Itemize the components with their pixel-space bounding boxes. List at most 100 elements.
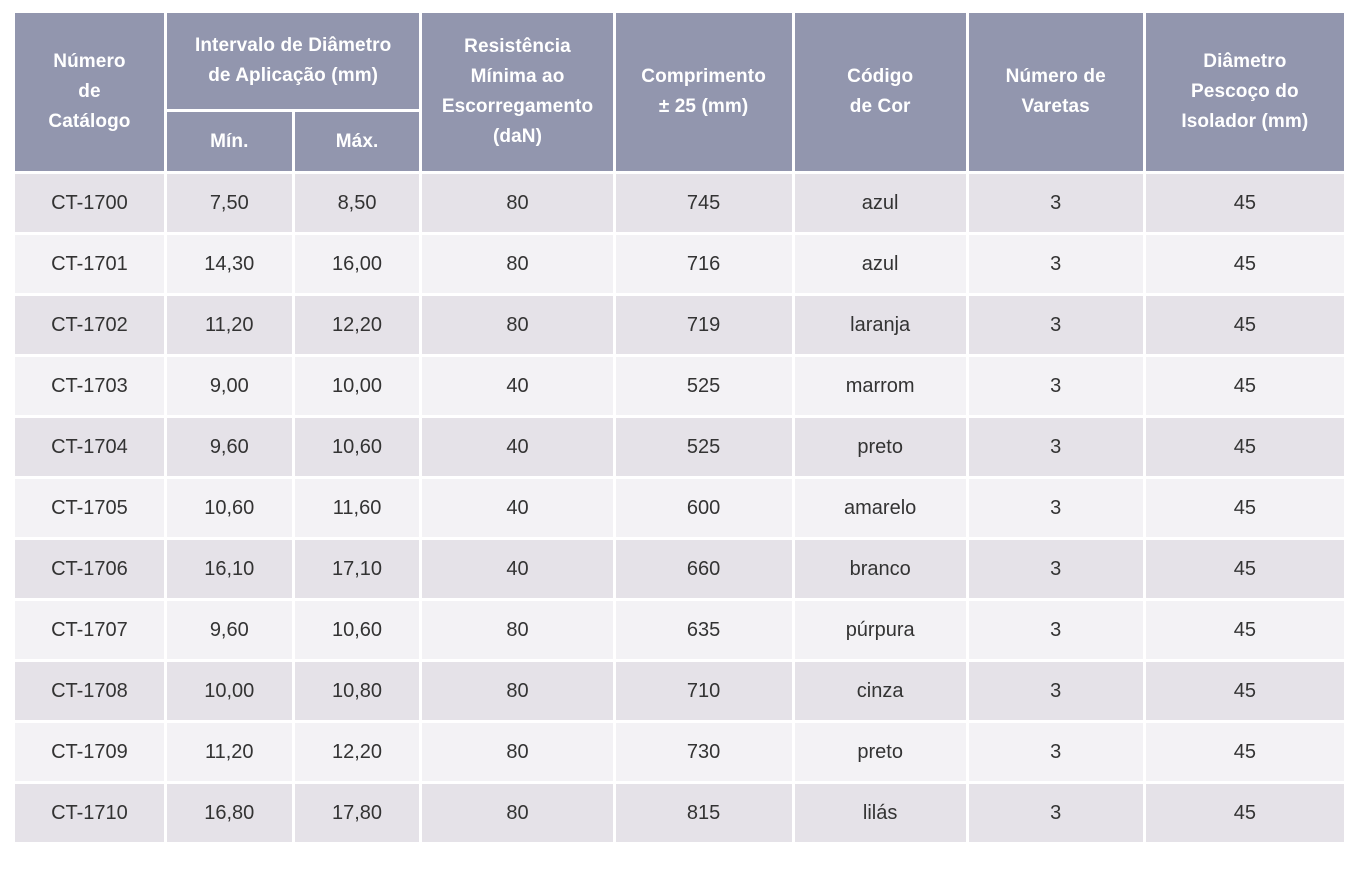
cell-catalog-number: CT-1708	[15, 662, 164, 720]
cell-rod-count: 3	[968, 784, 1143, 842]
cell-neck-diameter: 45	[1145, 540, 1344, 598]
header-length: Comprimento ± 25 (mm)	[615, 13, 792, 171]
table-row: CT-1704 9,60 10,60 40 525 preto 3 45	[15, 418, 1344, 476]
cell-slip-resistance: 80	[422, 723, 613, 781]
cell-min-diameter: 7,50	[166, 174, 292, 232]
table-row: CT-1705 10,60 11,60 40 600 amarelo 3 45	[15, 479, 1344, 537]
cell-neck-diameter: 45	[1145, 235, 1344, 293]
cell-length: 730	[615, 723, 792, 781]
cell-max-diameter: 12,20	[294, 723, 420, 781]
cell-rod-count: 3	[968, 418, 1143, 476]
header-color-code: Código de Cor	[794, 13, 966, 171]
cell-min-diameter: 16,10	[166, 540, 292, 598]
cell-slip-resistance: 80	[422, 235, 613, 293]
cell-neck-diameter: 45	[1145, 418, 1344, 476]
cell-slip-resistance: 40	[422, 418, 613, 476]
table-row: CT-1700 7,50 8,50 80 745 azul 3 45	[15, 174, 1344, 232]
cell-color-code: preto	[794, 418, 966, 476]
cell-color-code: amarelo	[794, 479, 966, 537]
cell-min-diameter: 11,20	[166, 296, 292, 354]
table-row: CT-1702 11,20 12,20 80 719 laranja 3 45	[15, 296, 1344, 354]
cell-min-diameter: 10,00	[166, 662, 292, 720]
cell-catalog-number: CT-1710	[15, 784, 164, 842]
cell-length: 815	[615, 784, 792, 842]
cell-rod-count: 3	[968, 235, 1143, 293]
table-row: CT-1706 16,10 17,10 40 660 branco 3 45	[15, 540, 1344, 598]
cell-color-code: marrom	[794, 357, 966, 415]
cell-length: 525	[615, 418, 792, 476]
cell-color-code: laranja	[794, 296, 966, 354]
header-slip-resistance: Resistência Mínima ao Escorregamento (daN)	[422, 13, 613, 171]
cell-rod-count: 3	[968, 601, 1143, 659]
cell-length: 660	[615, 540, 792, 598]
cell-min-diameter: 14,30	[166, 235, 292, 293]
cell-slip-resistance: 80	[422, 784, 613, 842]
cell-rod-count: 3	[968, 723, 1143, 781]
cell-length: 719	[615, 296, 792, 354]
cell-catalog-number: CT-1707	[15, 601, 164, 659]
cell-catalog-number: CT-1703	[15, 357, 164, 415]
cell-min-diameter: 9,00	[166, 357, 292, 415]
cell-catalog-number: CT-1701	[15, 235, 164, 293]
cell-neck-diameter: 45	[1145, 357, 1344, 415]
table-row: CT-1709 11,20 12,20 80 730 preto 3 45	[15, 723, 1344, 781]
cell-length: 525	[615, 357, 792, 415]
cell-neck-diameter: 45	[1145, 174, 1344, 232]
spec-table: Número de Catálogo Intervalo de Diâmetro de…	[12, 10, 1347, 845]
cell-rod-count: 3	[968, 479, 1143, 537]
cell-max-diameter: 10,60	[294, 418, 420, 476]
cell-min-diameter: 16,80	[166, 784, 292, 842]
cell-neck-diameter: 45	[1145, 479, 1344, 537]
cell-min-diameter: 9,60	[166, 418, 292, 476]
table-row: CT-1710 16,80 17,80 80 815 lilás 3 45	[15, 784, 1344, 842]
cell-rod-count: 3	[968, 174, 1143, 232]
cell-max-diameter: 11,60	[294, 479, 420, 537]
cell-slip-resistance: 80	[422, 601, 613, 659]
cell-max-diameter: 10,80	[294, 662, 420, 720]
cell-neck-diameter: 45	[1145, 784, 1344, 842]
cell-min-diameter: 10,60	[166, 479, 292, 537]
cell-color-code: púrpura	[794, 601, 966, 659]
cell-length: 745	[615, 174, 792, 232]
cell-neck-diameter: 45	[1145, 601, 1344, 659]
cell-catalog-number: CT-1709	[15, 723, 164, 781]
cell-catalog-number: CT-1702	[15, 296, 164, 354]
cell-max-diameter: 12,20	[294, 296, 420, 354]
cell-length: 710	[615, 662, 792, 720]
cell-max-diameter: 10,00	[294, 357, 420, 415]
cell-slip-resistance: 40	[422, 479, 613, 537]
table-body: CT-1700 7,50 8,50 80 745 azul 3 45 CT-1701 14,30 1…	[15, 174, 1344, 842]
table-row: CT-1701 14,30 16,00 80 716 azul 3 45	[15, 235, 1344, 293]
cell-slip-resistance: 40	[422, 357, 613, 415]
cell-color-code: lilás	[794, 784, 966, 842]
cell-color-code: branco	[794, 540, 966, 598]
cell-catalog-number: CT-1704	[15, 418, 164, 476]
cell-rod-count: 3	[968, 296, 1143, 354]
cell-min-diameter: 11,20	[166, 723, 292, 781]
cell-catalog-number: CT-1700	[15, 174, 164, 232]
cell-slip-resistance: 80	[422, 296, 613, 354]
cell-catalog-number: CT-1705	[15, 479, 164, 537]
cell-max-diameter: 16,00	[294, 235, 420, 293]
cell-length: 716	[615, 235, 792, 293]
cell-slip-resistance: 80	[422, 662, 613, 720]
cell-length: 635	[615, 601, 792, 659]
header-neck-diameter: Diâmetro Pescoço do Isolador (mm)	[1145, 13, 1344, 171]
header-min: Mín.	[166, 112, 292, 171]
cell-slip-resistance: 80	[422, 174, 613, 232]
cell-color-code: cinza	[794, 662, 966, 720]
table-header: Número de Catálogo Intervalo de Diâmetro de…	[15, 13, 1344, 171]
header-max: Máx.	[294, 112, 420, 171]
cell-min-diameter: 9,60	[166, 601, 292, 659]
cell-color-code: preto	[794, 723, 966, 781]
cell-neck-diameter: 45	[1145, 296, 1344, 354]
cell-rod-count: 3	[968, 357, 1143, 415]
cell-rod-count: 3	[968, 662, 1143, 720]
header-catalog-number: Número de Catálogo	[15, 13, 164, 171]
cell-catalog-number: CT-1706	[15, 540, 164, 598]
table-row: CT-1707 9,60 10,60 80 635 púrpura 3 45	[15, 601, 1344, 659]
cell-color-code: azul	[794, 235, 966, 293]
cell-neck-diameter: 45	[1145, 723, 1344, 781]
header-diameter-range: Intervalo de Diâmetro de Aplicação (mm)	[166, 13, 420, 109]
cell-color-code: azul	[794, 174, 966, 232]
